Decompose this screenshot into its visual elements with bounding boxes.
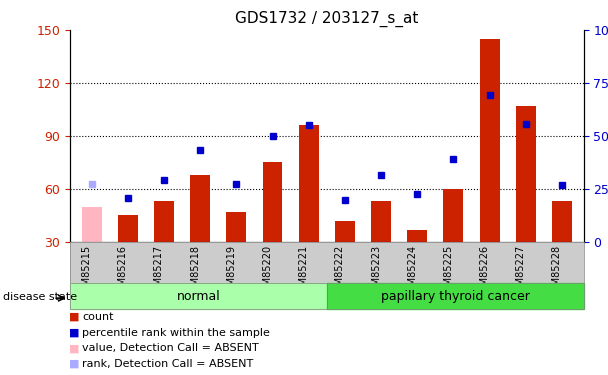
Text: count: count — [82, 312, 114, 322]
Bar — [371, 201, 391, 242]
Bar — [154, 201, 174, 242]
Bar — [552, 201, 572, 242]
Text: rank, Detection Call = ABSENT: rank, Detection Call = ABSENT — [82, 359, 254, 369]
Text: GSM85228: GSM85228 — [552, 245, 562, 298]
Text: GSM85227: GSM85227 — [516, 245, 526, 298]
Text: normal: normal — [176, 290, 220, 303]
Bar — [190, 175, 210, 242]
Text: GSM85224: GSM85224 — [407, 245, 417, 298]
Bar — [327, 283, 584, 309]
Text: percentile rank within the sample: percentile rank within the sample — [82, 328, 270, 338]
Bar — [226, 212, 246, 242]
Bar — [299, 125, 319, 242]
Text: GSM85219: GSM85219 — [226, 245, 237, 298]
Text: papillary thyroid cancer: papillary thyroid cancer — [381, 290, 530, 303]
Text: value, Detection Call = ABSENT: value, Detection Call = ABSENT — [82, 344, 259, 353]
Text: GSM85215: GSM85215 — [81, 245, 92, 298]
Bar — [118, 215, 138, 242]
Bar — [516, 106, 536, 242]
Bar — [335, 220, 355, 242]
Text: GSM85225: GSM85225 — [443, 245, 454, 298]
Text: GSM85226: GSM85226 — [480, 245, 489, 298]
Bar — [263, 162, 283, 242]
Text: GSM85222: GSM85222 — [335, 245, 345, 298]
Bar — [70, 283, 327, 309]
Text: ■: ■ — [69, 359, 79, 369]
Text: GSM85217: GSM85217 — [154, 245, 164, 298]
Bar — [70, 283, 327, 309]
Text: GSM85223: GSM85223 — [371, 245, 381, 298]
Text: GSM85220: GSM85220 — [263, 245, 272, 298]
Text: ■: ■ — [69, 344, 79, 353]
Bar — [407, 230, 427, 242]
Text: ■: ■ — [69, 328, 79, 338]
Bar — [327, 283, 584, 309]
Text: ■: ■ — [69, 312, 79, 322]
Title: GDS1732 / 203127_s_at: GDS1732 / 203127_s_at — [235, 11, 418, 27]
Text: disease state: disease state — [3, 292, 77, 302]
Text: GSM85218: GSM85218 — [190, 245, 200, 298]
Text: GSM85221: GSM85221 — [299, 245, 309, 298]
Bar — [443, 189, 463, 242]
Bar — [81, 207, 102, 242]
Bar — [480, 39, 500, 242]
Text: GSM85216: GSM85216 — [118, 245, 128, 298]
